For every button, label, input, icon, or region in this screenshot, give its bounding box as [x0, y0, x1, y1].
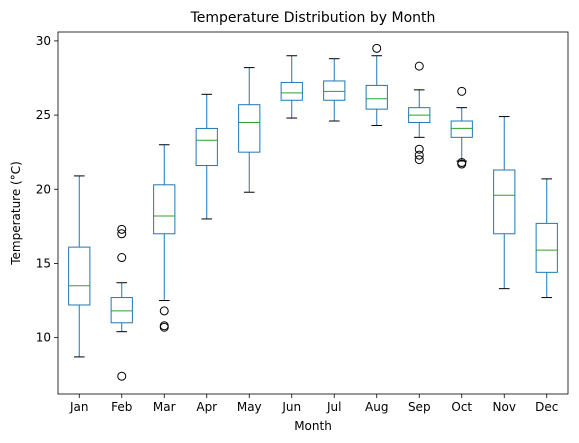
x-tick-label: Jul — [326, 400, 341, 414]
box-jun — [280, 55, 303, 119]
y-axis: 10 15 20 25 30 — [36, 34, 58, 345]
x-tick-label: Mar — [153, 400, 176, 414]
box-iqr — [280, 81, 303, 101]
outlier-point — [457, 86, 467, 96]
outlier-point — [414, 61, 424, 71]
outlier-point — [117, 224, 127, 234]
box-oct — [450, 86, 473, 169]
box-iqr — [535, 222, 558, 273]
outlier-point — [372, 43, 382, 53]
x-tick-label: Dec — [535, 400, 558, 414]
x-tick-label: Oct — [451, 400, 472, 414]
box-iqr — [365, 84, 388, 110]
outlier-point — [414, 144, 424, 154]
outlier-point — [117, 253, 127, 263]
x-axis-label: Month — [294, 419, 332, 433]
box-iqr — [153, 184, 176, 235]
chart-title: Temperature Distribution by Month — [190, 10, 436, 26]
x-tick-label: Aug — [365, 400, 388, 414]
outlier-point — [414, 155, 424, 165]
box-series — [68, 43, 558, 381]
outlier-point — [457, 159, 467, 169]
x-tick-label: Feb — [111, 400, 132, 414]
x-axis: Jan Feb Mar Apr May Jun Jul Aug Sep Oct Nov Dec — [69, 394, 558, 414]
box-mar — [153, 144, 176, 332]
y-axis-label: Temperature (°C) — [9, 161, 23, 266]
y-tick-label: 25 — [36, 108, 51, 122]
box-iqr — [195, 127, 218, 167]
box-iqr — [110, 297, 133, 324]
box-may — [238, 67, 261, 193]
box-iqr — [493, 169, 516, 235]
y-tick-label: 20 — [36, 182, 51, 196]
box-iqr — [450, 120, 473, 138]
outlier-point — [414, 150, 424, 160]
plot-area — [57, 31, 569, 395]
box-nov — [493, 116, 516, 290]
outlier-point — [117, 229, 127, 239]
box-dec — [535, 178, 558, 299]
x-tick-label: Sep — [408, 400, 431, 414]
x-tick-label: Jun — [281, 400, 301, 414]
x-tick-label: May — [237, 400, 262, 414]
box-apr — [195, 93, 218, 220]
x-tick-label: Jan — [69, 400, 89, 414]
box-jan — [68, 175, 91, 358]
outlier-point — [159, 322, 169, 332]
outlier-point — [159, 306, 169, 316]
x-tick-label: Apr — [196, 400, 217, 414]
y-tick-label: 30 — [36, 34, 51, 48]
x-tick-label: Nov — [493, 400, 516, 414]
box-sep — [408, 61, 431, 165]
y-tick-label: 15 — [36, 256, 51, 270]
box-iqr — [238, 104, 261, 153]
y-tick-label: 10 — [36, 331, 51, 345]
outlier-point — [117, 371, 127, 381]
box-iqr — [323, 80, 346, 101]
box-aug — [365, 43, 388, 126]
box-jul — [323, 58, 346, 122]
box-iqr — [68, 246, 91, 306]
box-feb — [110, 224, 133, 381]
